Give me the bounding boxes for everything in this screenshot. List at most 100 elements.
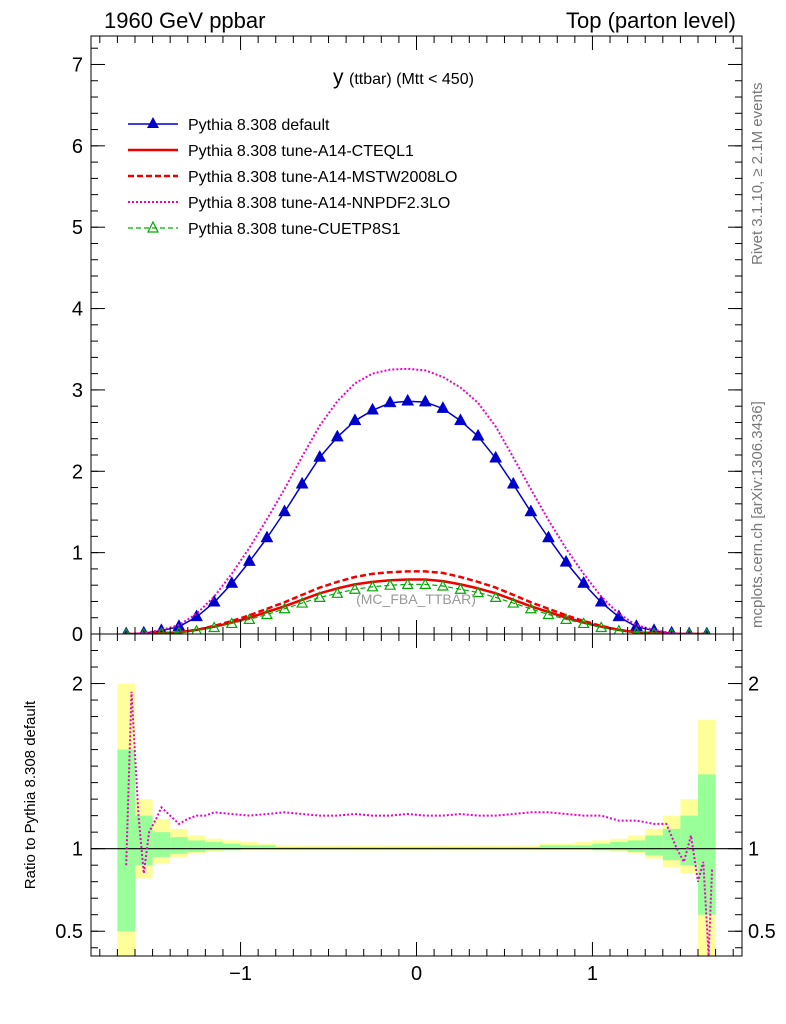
series-point-4 bbox=[454, 583, 467, 594]
series-point-4 bbox=[542, 608, 555, 620]
ratio-axis-label: Ratio to Pythia 8.308 default bbox=[22, 700, 39, 889]
ratio-band-inner bbox=[469, 847, 487, 849]
ratio-band-inner bbox=[486, 847, 505, 849]
y-tick-label: 2 bbox=[72, 461, 83, 483]
series-point-4 bbox=[384, 578, 397, 590]
ratio-panel: 0.5 0.5 1 1 2 2 −1 0 1 Ratio to Pythia 8.308 def… bbox=[22, 633, 776, 985]
series-point-4 bbox=[366, 580, 379, 592]
legend-entry-mstw: Pythia 8.308 tune-A14-MSTW2008LO bbox=[128, 169, 457, 186]
series-point-4 bbox=[577, 617, 590, 629]
series-line-4 bbox=[126, 583, 707, 634]
header-process-label: Top (parton level) bbox=[566, 8, 736, 33]
series-point-4 bbox=[174, 626, 184, 634]
y-tick-label: 6 bbox=[72, 136, 83, 158]
ratio-band-inner bbox=[592, 843, 611, 851]
series-point-4 bbox=[489, 591, 502, 602]
ratio-y-tick-label-right: 1 bbox=[748, 839, 759, 861]
ratio-band-inner bbox=[328, 847, 347, 849]
legend-entry-nnpdf: Pythia 8.308 tune-A14-NNPDF2.3LO bbox=[128, 195, 450, 212]
series-point-0 bbox=[489, 450, 503, 463]
series-point-0 bbox=[418, 394, 432, 407]
ratio-band-inner bbox=[610, 842, 628, 851]
ratio-y-tick-label: 0.5 bbox=[55, 921, 83, 943]
legend-entry-cteql1: Pythia 8.308 tune-A14-CTEQL1 bbox=[128, 143, 414, 160]
ratio-band-inner bbox=[522, 847, 540, 849]
series-point-0 bbox=[295, 476, 309, 489]
series-point-4 bbox=[157, 626, 166, 634]
series-point-0 bbox=[190, 609, 203, 622]
ratio-y-tick-label: 2 bbox=[72, 674, 83, 696]
y-tick-label: 1 bbox=[72, 543, 83, 565]
ratio-series-line-0 bbox=[125, 691, 714, 956]
series-point-0 bbox=[207, 594, 221, 607]
ratio-y-tick-label-right: 2 bbox=[748, 674, 759, 696]
series-point-4 bbox=[507, 596, 520, 608]
ratio-band-inner bbox=[398, 847, 417, 849]
series-point-4 bbox=[208, 621, 221, 633]
ratio-band-inner bbox=[627, 840, 646, 852]
series-point-4 bbox=[401, 578, 414, 589]
series-point-4 bbox=[225, 617, 238, 629]
legend-marker-open-triangle-icon bbox=[147, 220, 159, 233]
ratio-band-inner bbox=[310, 847, 329, 849]
analysis-watermark: (MC_FBA_TTBAR) bbox=[356, 591, 476, 607]
series-point-0 bbox=[594, 594, 608, 607]
series-point-0 bbox=[366, 402, 379, 415]
observable-title-suffix: (ttbar) (Mtt < 450) bbox=[349, 71, 474, 88]
legend-label-cteql1: Pythia 8.308 tune-A14-CTEQL1 bbox=[188, 143, 414, 160]
series-point-0 bbox=[542, 530, 555, 543]
ratio-band-inner bbox=[662, 828, 681, 861]
series-point-0 bbox=[401, 393, 415, 406]
ratio-band-inner bbox=[258, 845, 276, 849]
main-panel: 0 1 2 3 4 5 6 7 y (ttbar) (Mtt < 450) (MC_FBA_T… bbox=[72, 35, 743, 646]
series-point-0 bbox=[524, 504, 538, 517]
ratio-band-inner bbox=[346, 847, 364, 849]
ratio-band-inner bbox=[451, 847, 470, 849]
series-point-4 bbox=[278, 602, 291, 614]
ratio-axis-ticks bbox=[91, 634, 742, 956]
legend: Pythia 8.308 default Pythia 8.308 tune-A… bbox=[128, 117, 457, 238]
ratio-plot-area bbox=[91, 683, 742, 956]
ratio-band-inner bbox=[416, 847, 435, 849]
series-point-0 bbox=[612, 609, 626, 622]
series-point-0 bbox=[225, 576, 239, 588]
series-line-0 bbox=[126, 400, 707, 634]
ratio-tick-labels: 0.5 0.5 1 1 2 2 −1 0 1 bbox=[55, 674, 776, 985]
y-tick-label: 5 bbox=[72, 217, 83, 239]
series-point-4 bbox=[191, 624, 202, 634]
x-tick-label: 1 bbox=[587, 963, 598, 985]
main-y-tick-labels: 0 1 2 3 4 5 6 7 bbox=[72, 54, 83, 646]
ratio-band-inner bbox=[275, 847, 294, 849]
ratio-band-inner bbox=[293, 847, 311, 849]
series-point-0 bbox=[242, 554, 256, 566]
series-point-0 bbox=[383, 395, 397, 408]
ratio-band-inner bbox=[240, 845, 259, 849]
series-line-2 bbox=[126, 570, 707, 634]
series-point-4 bbox=[348, 583, 361, 594]
ratio-band-inner bbox=[205, 842, 223, 851]
series-point-4 bbox=[650, 626, 658, 634]
ratio-band-inner bbox=[381, 847, 399, 849]
y-tick-label: 0 bbox=[72, 624, 83, 646]
main-plot-area bbox=[122, 367, 711, 634]
legend-label-default: Pythia 8.308 default bbox=[188, 117, 330, 134]
series-point-0 bbox=[471, 428, 485, 441]
ratio-band-inner bbox=[557, 845, 575, 849]
rivet-version-label: Rivet 3.1.10, ≥ 2.1M events bbox=[749, 83, 766, 266]
source-label: mcplots.cern.ch [arXiv:1306.3436] bbox=[749, 401, 766, 628]
series-point-0 bbox=[260, 530, 274, 543]
series-point-0 bbox=[313, 449, 327, 462]
series-point-0 bbox=[577, 576, 591, 588]
ratio-y-tick-label: 1 bbox=[72, 839, 83, 861]
ratio-band-inner bbox=[504, 847, 523, 849]
series-point-4 bbox=[613, 624, 625, 634]
y-tick-label: 7 bbox=[72, 54, 83, 76]
series-point-0 bbox=[330, 429, 344, 442]
ratio-band-inner bbox=[152, 832, 171, 857]
ratio-band-inner bbox=[222, 843, 241, 851]
x-tick-label: 0 bbox=[411, 963, 422, 985]
legend-marker-filled-triangle-icon bbox=[147, 117, 159, 128]
ratio-band-inner bbox=[698, 774, 716, 915]
y-tick-label: 3 bbox=[72, 380, 83, 402]
